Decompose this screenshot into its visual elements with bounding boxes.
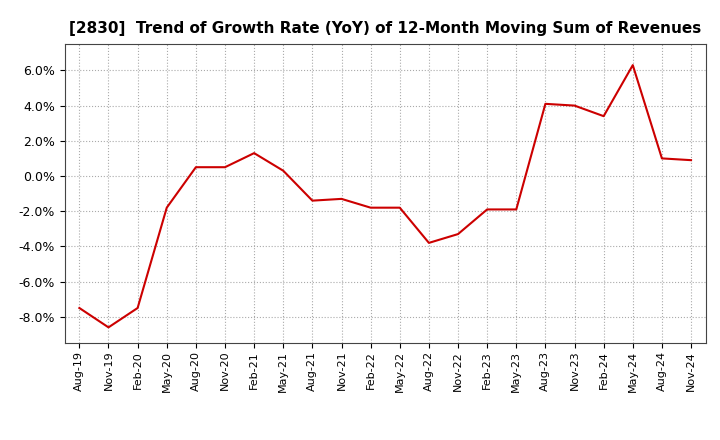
Title: [2830]  Trend of Growth Rate (YoY) of 12-Month Moving Sum of Revenues: [2830] Trend of Growth Rate (YoY) of 12-… xyxy=(69,21,701,36)
